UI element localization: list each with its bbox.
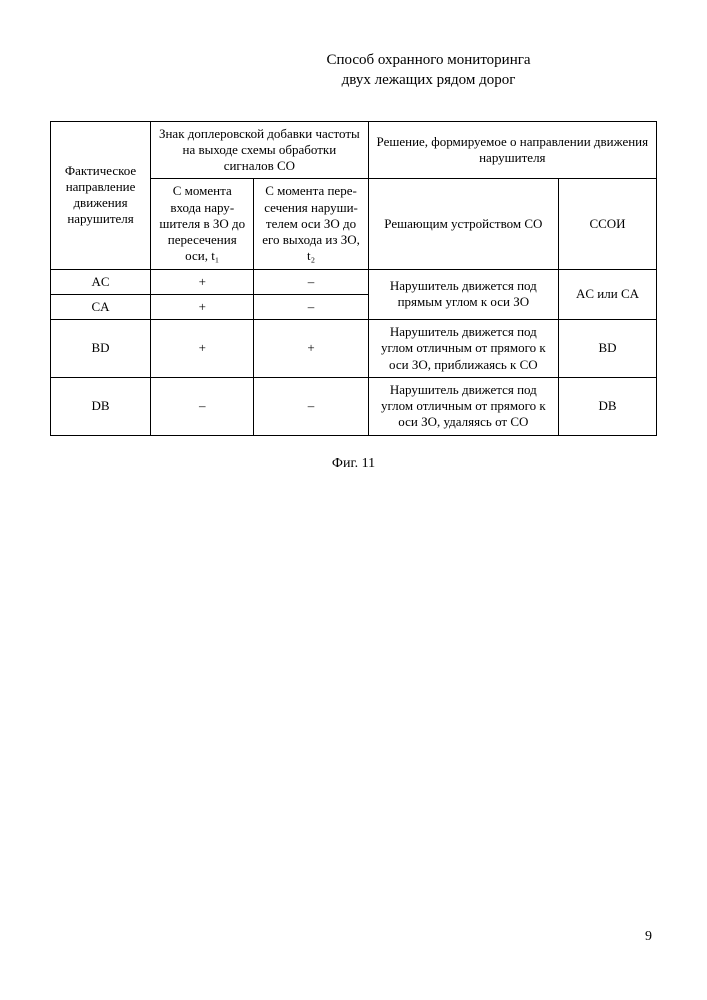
title-line-1: Способ охранного мониторинга xyxy=(326,52,530,68)
cell-direction: AC xyxy=(51,269,151,294)
title-line-2: двух лежащих рядом дорог xyxy=(342,72,516,88)
header-decision-group: Решение, формируемое о направлении движе… xyxy=(368,121,656,179)
cell-sign-t2: – xyxy=(254,294,368,319)
cell-direction: CA xyxy=(51,294,151,319)
cell-ssoi: BD xyxy=(559,320,657,378)
table-row: AC + – Нарушитель движется под прямым уг… xyxy=(51,269,657,294)
page-title: Способ охранного мониторинга двух лежащи… xyxy=(200,50,657,91)
header-direction: Фактическое направление движения нарушит… xyxy=(51,121,151,269)
table-header-row-1: Фактическое направление движения нарушит… xyxy=(51,121,657,179)
main-table: Фактическое направление движения нарушит… xyxy=(50,121,657,436)
cell-sign-t2: + xyxy=(254,320,368,378)
cell-sign-t2: – xyxy=(254,377,368,435)
header-t2: С момента пере­сечения наруши­телем оси … xyxy=(254,179,368,269)
cell-sign-t1: + xyxy=(151,269,254,294)
cell-direction: BD xyxy=(51,320,151,378)
cell-direction: DB xyxy=(51,377,151,435)
header-t1: С момента входа нару­шителя в ЗО до пере… xyxy=(151,179,254,269)
table-row: DB – – Нарушитель движется под углом отл… xyxy=(51,377,657,435)
cell-decision-co: Нарушитель движется под прямым углом к о… xyxy=(368,269,558,320)
cell-ssoi: DB xyxy=(559,377,657,435)
cell-decision-co: Нарушитель движется под углом отличным о… xyxy=(368,320,558,378)
header-decision-co: Решающим устройством СО xyxy=(368,179,558,269)
cell-ssoi: AC или CA xyxy=(559,269,657,320)
header-ssoi: ССОИ xyxy=(559,179,657,269)
header-doppler-group: Знак доплеровской добавки частоты на вых… xyxy=(151,121,369,179)
cell-sign-t1: + xyxy=(151,320,254,378)
cell-sign-t1: + xyxy=(151,294,254,319)
page-number: 9 xyxy=(645,929,652,945)
figure-caption: Фиг. 11 xyxy=(50,456,657,472)
cell-sign-t1: – xyxy=(151,377,254,435)
cell-sign-t2: – xyxy=(254,269,368,294)
cell-decision-co: Нарушитель движется под углом отличным о… xyxy=(368,377,558,435)
table-row: BD + + Нарушитель движется под углом отл… xyxy=(51,320,657,378)
